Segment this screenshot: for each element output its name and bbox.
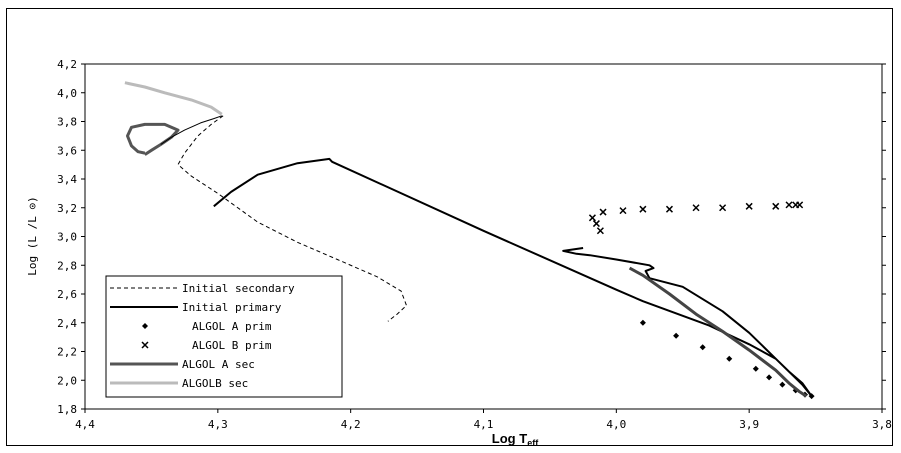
- series-line: [160, 115, 222, 145]
- data-point: [766, 374, 773, 381]
- y-tick-label: 3,4: [57, 173, 77, 186]
- data-point: [785, 201, 793, 209]
- legend-entry-label: ALGOL A prim: [192, 320, 272, 333]
- data-point: [726, 355, 733, 362]
- x-axis-ticks: 4,4 4,3 4,2 4,1 4,0 3,9 3,8: [75, 409, 892, 431]
- y-tick-label: 2,8: [57, 259, 77, 272]
- data-point: [719, 204, 727, 212]
- legend-swatch-marker: [141, 341, 149, 349]
- y-tick-label: 4,2: [57, 58, 77, 71]
- series-line: [126, 122, 180, 156]
- y-tick-label: 3,0: [57, 231, 77, 244]
- x-tick-label: 3,9: [739, 418, 759, 431]
- data-point: [599, 208, 607, 216]
- data-point: [692, 204, 700, 212]
- series-line: [124, 81, 223, 116]
- data-point: [592, 220, 600, 228]
- y-tick-label: 4,0: [57, 87, 77, 100]
- legend-entry-label: Initial secondary: [182, 282, 295, 295]
- data-point: [639, 319, 646, 326]
- legend-entry-label: ALGOL A sec: [182, 358, 255, 371]
- data-point: [619, 207, 627, 215]
- legend-entry-label: Initial primary: [182, 301, 282, 314]
- y-tick-label: 2,4: [57, 317, 77, 330]
- y-axis-ticks: 1,8 2,0 2,2 2,4 2,6 2,8 3,0 3,2 3,4 3,6 3,8 4,0 4,2: [57, 58, 886, 416]
- y-tick-label: 2,2: [57, 346, 77, 359]
- data-point: [596, 227, 604, 235]
- data-point: [588, 214, 596, 222]
- legend-box: [105, 275, 343, 398]
- data-point: [808, 393, 815, 400]
- data-point: [752, 365, 759, 372]
- x-tick-label: 4,0: [606, 418, 626, 431]
- legend-entry-label: ALGOL B prim: [192, 339, 272, 352]
- x-tick-label: 3,8: [872, 418, 892, 431]
- legend: Initial secondary Initial primary ALGOL A …: [105, 275, 343, 398]
- data-point: [779, 381, 786, 388]
- y-tick-label: 2,0: [57, 374, 77, 387]
- data-point: [699, 344, 706, 351]
- data-point: [673, 332, 680, 339]
- x-axis-title-subscript: eff: [527, 438, 539, 448]
- x-axis-title-main: Log T: [492, 431, 527, 446]
- data-point: [796, 201, 804, 209]
- data-point: [639, 205, 647, 213]
- data-point: [772, 202, 780, 210]
- x-tick-label: 4,4: [75, 418, 95, 431]
- legend-entry-label: ALGOLB sec: [182, 377, 248, 390]
- y-tick-label: 3,8: [57, 116, 77, 129]
- x-tick-label: 4,3: [208, 418, 228, 431]
- y-tick-label: 1,8: [57, 403, 77, 416]
- x-axis-title: Log Teff: [492, 431, 539, 448]
- x-tick-label: 4,2: [341, 418, 361, 431]
- series-layer: [124, 81, 815, 400]
- data-point: [665, 205, 673, 213]
- y-tick-label: 2,6: [57, 288, 77, 301]
- y-axis-title: Log (L /L ⊙): [26, 196, 39, 275]
- data-point: [745, 202, 753, 210]
- y-tick-label: 3,2: [57, 202, 77, 215]
- x-tick-label: 4,1: [474, 418, 494, 431]
- series-line: [628, 266, 808, 398]
- y-tick-label: 3,6: [57, 144, 77, 157]
- legend-swatch-marker: [142, 323, 148, 329]
